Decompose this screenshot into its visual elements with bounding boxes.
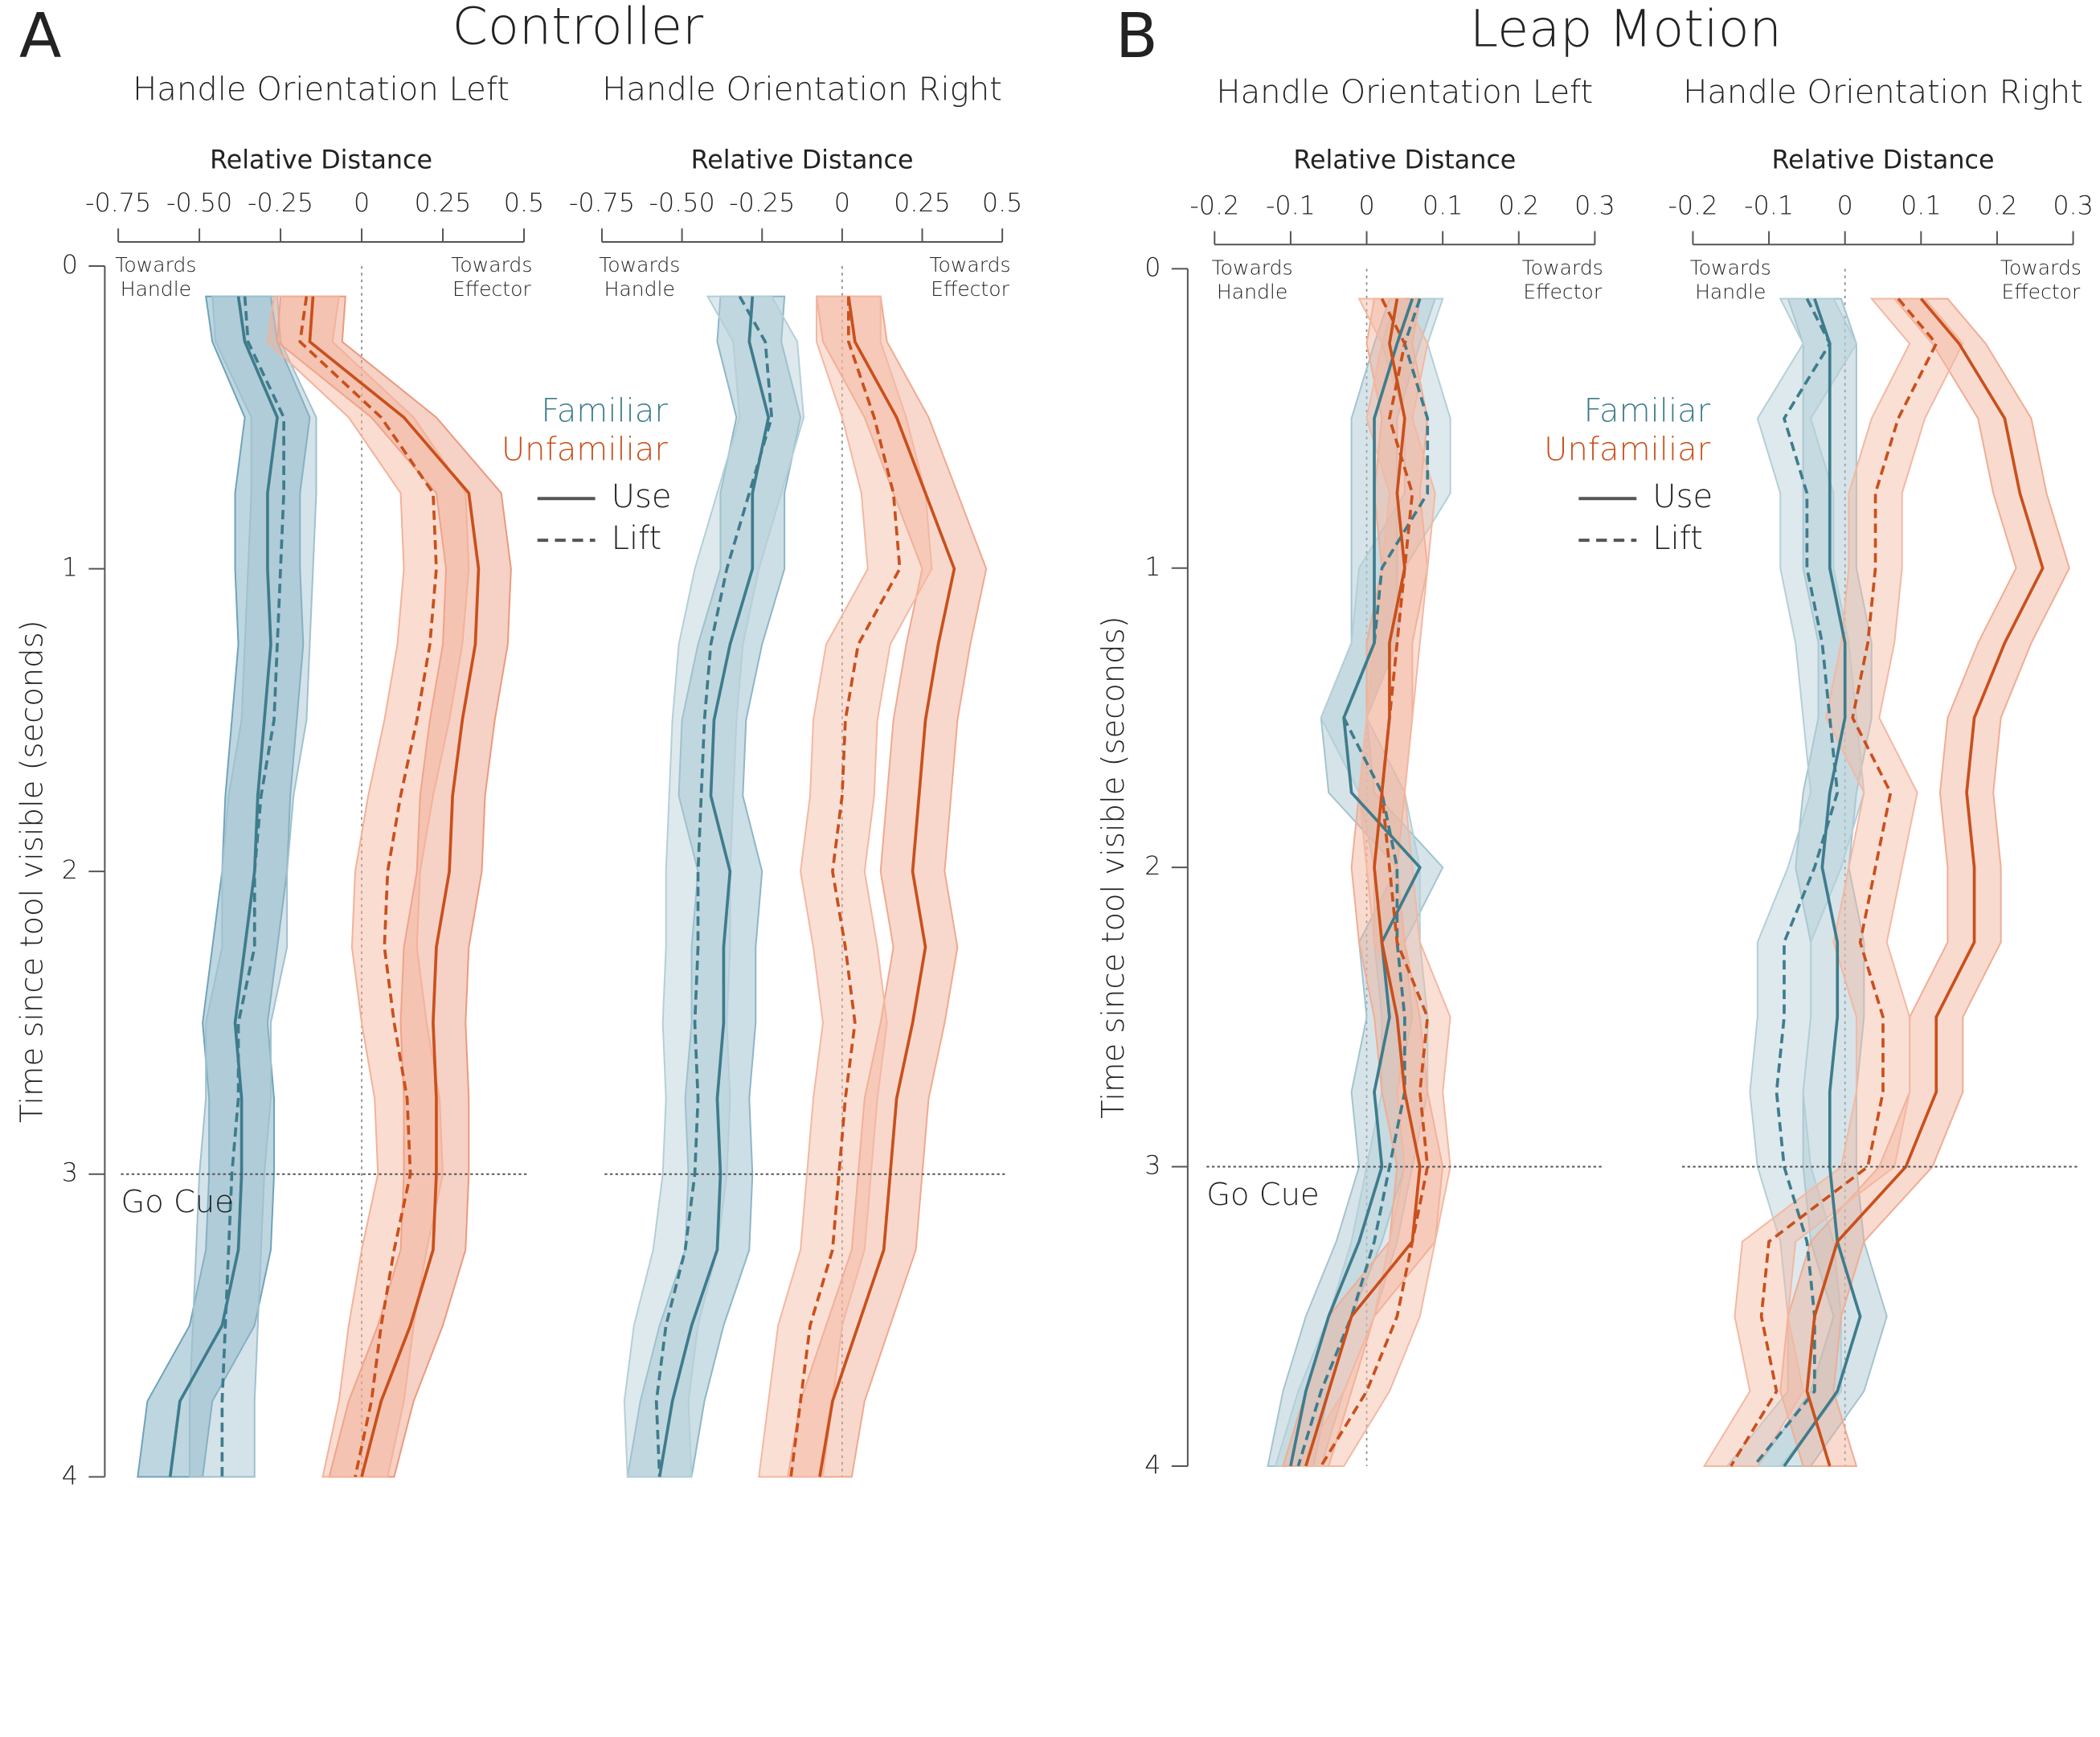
x-tick-label: 0.25 (894, 189, 951, 218)
series-line (789, 296, 902, 1477)
error-band (266, 295, 470, 1478)
panel-letter: B (1115, 1, 1158, 72)
x-tick-label: 0.2 (1499, 191, 1540, 220)
x-tick-label: 0 (1358, 191, 1374, 220)
subplot-title: Handle Orientation Left (1216, 74, 1593, 111)
x-tick-label: -0.25 (729, 189, 795, 218)
x-tick-label: -0.1 (1266, 191, 1316, 220)
panel-letter: A (19, 1, 62, 72)
y-tick-label: 2 (1144, 852, 1161, 881)
subplot-title: Handle Orientation Left (133, 72, 510, 109)
legend-label: Familiar (1584, 392, 1711, 429)
series-line (818, 296, 956, 1477)
panel-title: Leap Motion (1470, 0, 1782, 59)
error-band (1779, 297, 2070, 1467)
x-tick-label: 0.25 (415, 189, 472, 218)
axis-note: Handle (1217, 280, 1287, 303)
y-tick-label: 1 (62, 554, 78, 583)
axis-note: Towards (451, 253, 532, 277)
series-line (1304, 298, 1422, 1467)
axis-note: Towards (929, 253, 1010, 277)
axis-note: Effector (452, 277, 531, 301)
axis-note: Handle (1695, 280, 1766, 303)
y-tick-label: 0 (62, 251, 78, 280)
legend-label: Unfamiliar (501, 432, 669, 469)
axis-note: Handle (121, 277, 191, 301)
legend-label: Familiar (541, 392, 668, 429)
axis-note: Towards (1212, 256, 1293, 279)
series-line (1289, 298, 1422, 1467)
y-tick-label: 3 (62, 1159, 78, 1188)
x-axis-label: Relative Distance (691, 146, 914, 175)
x-tick-label: -0.1 (1744, 191, 1794, 220)
series-line (1783, 298, 1862, 1468)
x-tick-label: 0.3 (1574, 191, 1615, 220)
legend-label: Unfamiliar (1544, 432, 1711, 469)
series-line (298, 296, 438, 1477)
x-tick-label: -0.50 (649, 189, 715, 218)
series-line (1805, 297, 2045, 1467)
y-tick-label: 4 (1144, 1451, 1161, 1480)
series-line (308, 296, 481, 1477)
subplot-title: Handle Orientation Right (1683, 74, 2083, 111)
x-tick-label: -0.2 (1668, 191, 1717, 220)
y-tick-label: 4 (62, 1461, 78, 1490)
y-tick-label: 1 (1144, 553, 1161, 582)
series-line (654, 295, 774, 1477)
axis-note: Towards (2000, 256, 2082, 279)
x-axis-label: Relative Distance (1293, 146, 1516, 175)
x-tick-label: -0.75 (85, 189, 151, 218)
series-line (220, 296, 285, 1477)
x-tick-label: -0.75 (569, 189, 635, 218)
x-tick-label: -0.25 (248, 189, 313, 218)
x-axis-label: Relative Distance (210, 146, 432, 175)
y-tick-label: 3 (1144, 1152, 1161, 1181)
legend-label: Lift (612, 520, 662, 557)
legend-label: Use (612, 478, 672, 515)
axis-note: Handle (604, 277, 675, 301)
series-line (1296, 298, 1430, 1467)
legend-label: Use (1652, 478, 1713, 515)
series-line (1320, 297, 1430, 1467)
y-axis-label: Time since tool visible (seconds) (14, 620, 50, 1123)
y-tick-label: 0 (1144, 253, 1161, 282)
x-tick-label: 0 (834, 189, 850, 218)
event-label: Go Cue (1206, 1177, 1319, 1213)
error-band (1274, 297, 1451, 1467)
error-band (623, 295, 805, 1478)
x-tick-label: 0.5 (504, 189, 545, 218)
axis-note: Effector (1523, 280, 1602, 303)
series-line (1752, 297, 1840, 1468)
legend-label: Lift (1652, 520, 1703, 557)
subplot-title: Handle Orientation Right (602, 72, 1002, 109)
series-line (1730, 297, 1938, 1467)
axis-note: Effector (2002, 280, 2081, 303)
x-tick-label: -0.2 (1189, 191, 1239, 220)
x-axis-label: Relative Distance (1772, 146, 1995, 175)
x-tick-label: 0.3 (2053, 191, 2094, 220)
panel-title: Controller (452, 0, 704, 55)
error-band (1702, 297, 1964, 1467)
axis-note: Towards (1690, 256, 1771, 279)
x-tick-label: 0.2 (1977, 191, 2018, 220)
x-tick-label: -0.50 (166, 189, 232, 218)
error-band (137, 295, 311, 1478)
event-label: Go Cue (121, 1184, 233, 1220)
y-axis-label: Time since tool visible (seconds) (1095, 616, 1132, 1119)
axis-note: Towards (115, 253, 196, 277)
x-tick-label: 0 (354, 189, 370, 218)
x-tick-label: 0 (1837, 191, 1853, 220)
axis-note: Towards (1522, 256, 1603, 279)
axis-note: Towards (599, 253, 680, 277)
y-tick-label: 2 (62, 856, 78, 885)
x-tick-label: 0.5 (982, 189, 1022, 218)
x-tick-label: 0.1 (1901, 191, 1942, 220)
axis-note: Effector (931, 277, 1009, 301)
x-tick-label: 0.1 (1423, 191, 1463, 220)
